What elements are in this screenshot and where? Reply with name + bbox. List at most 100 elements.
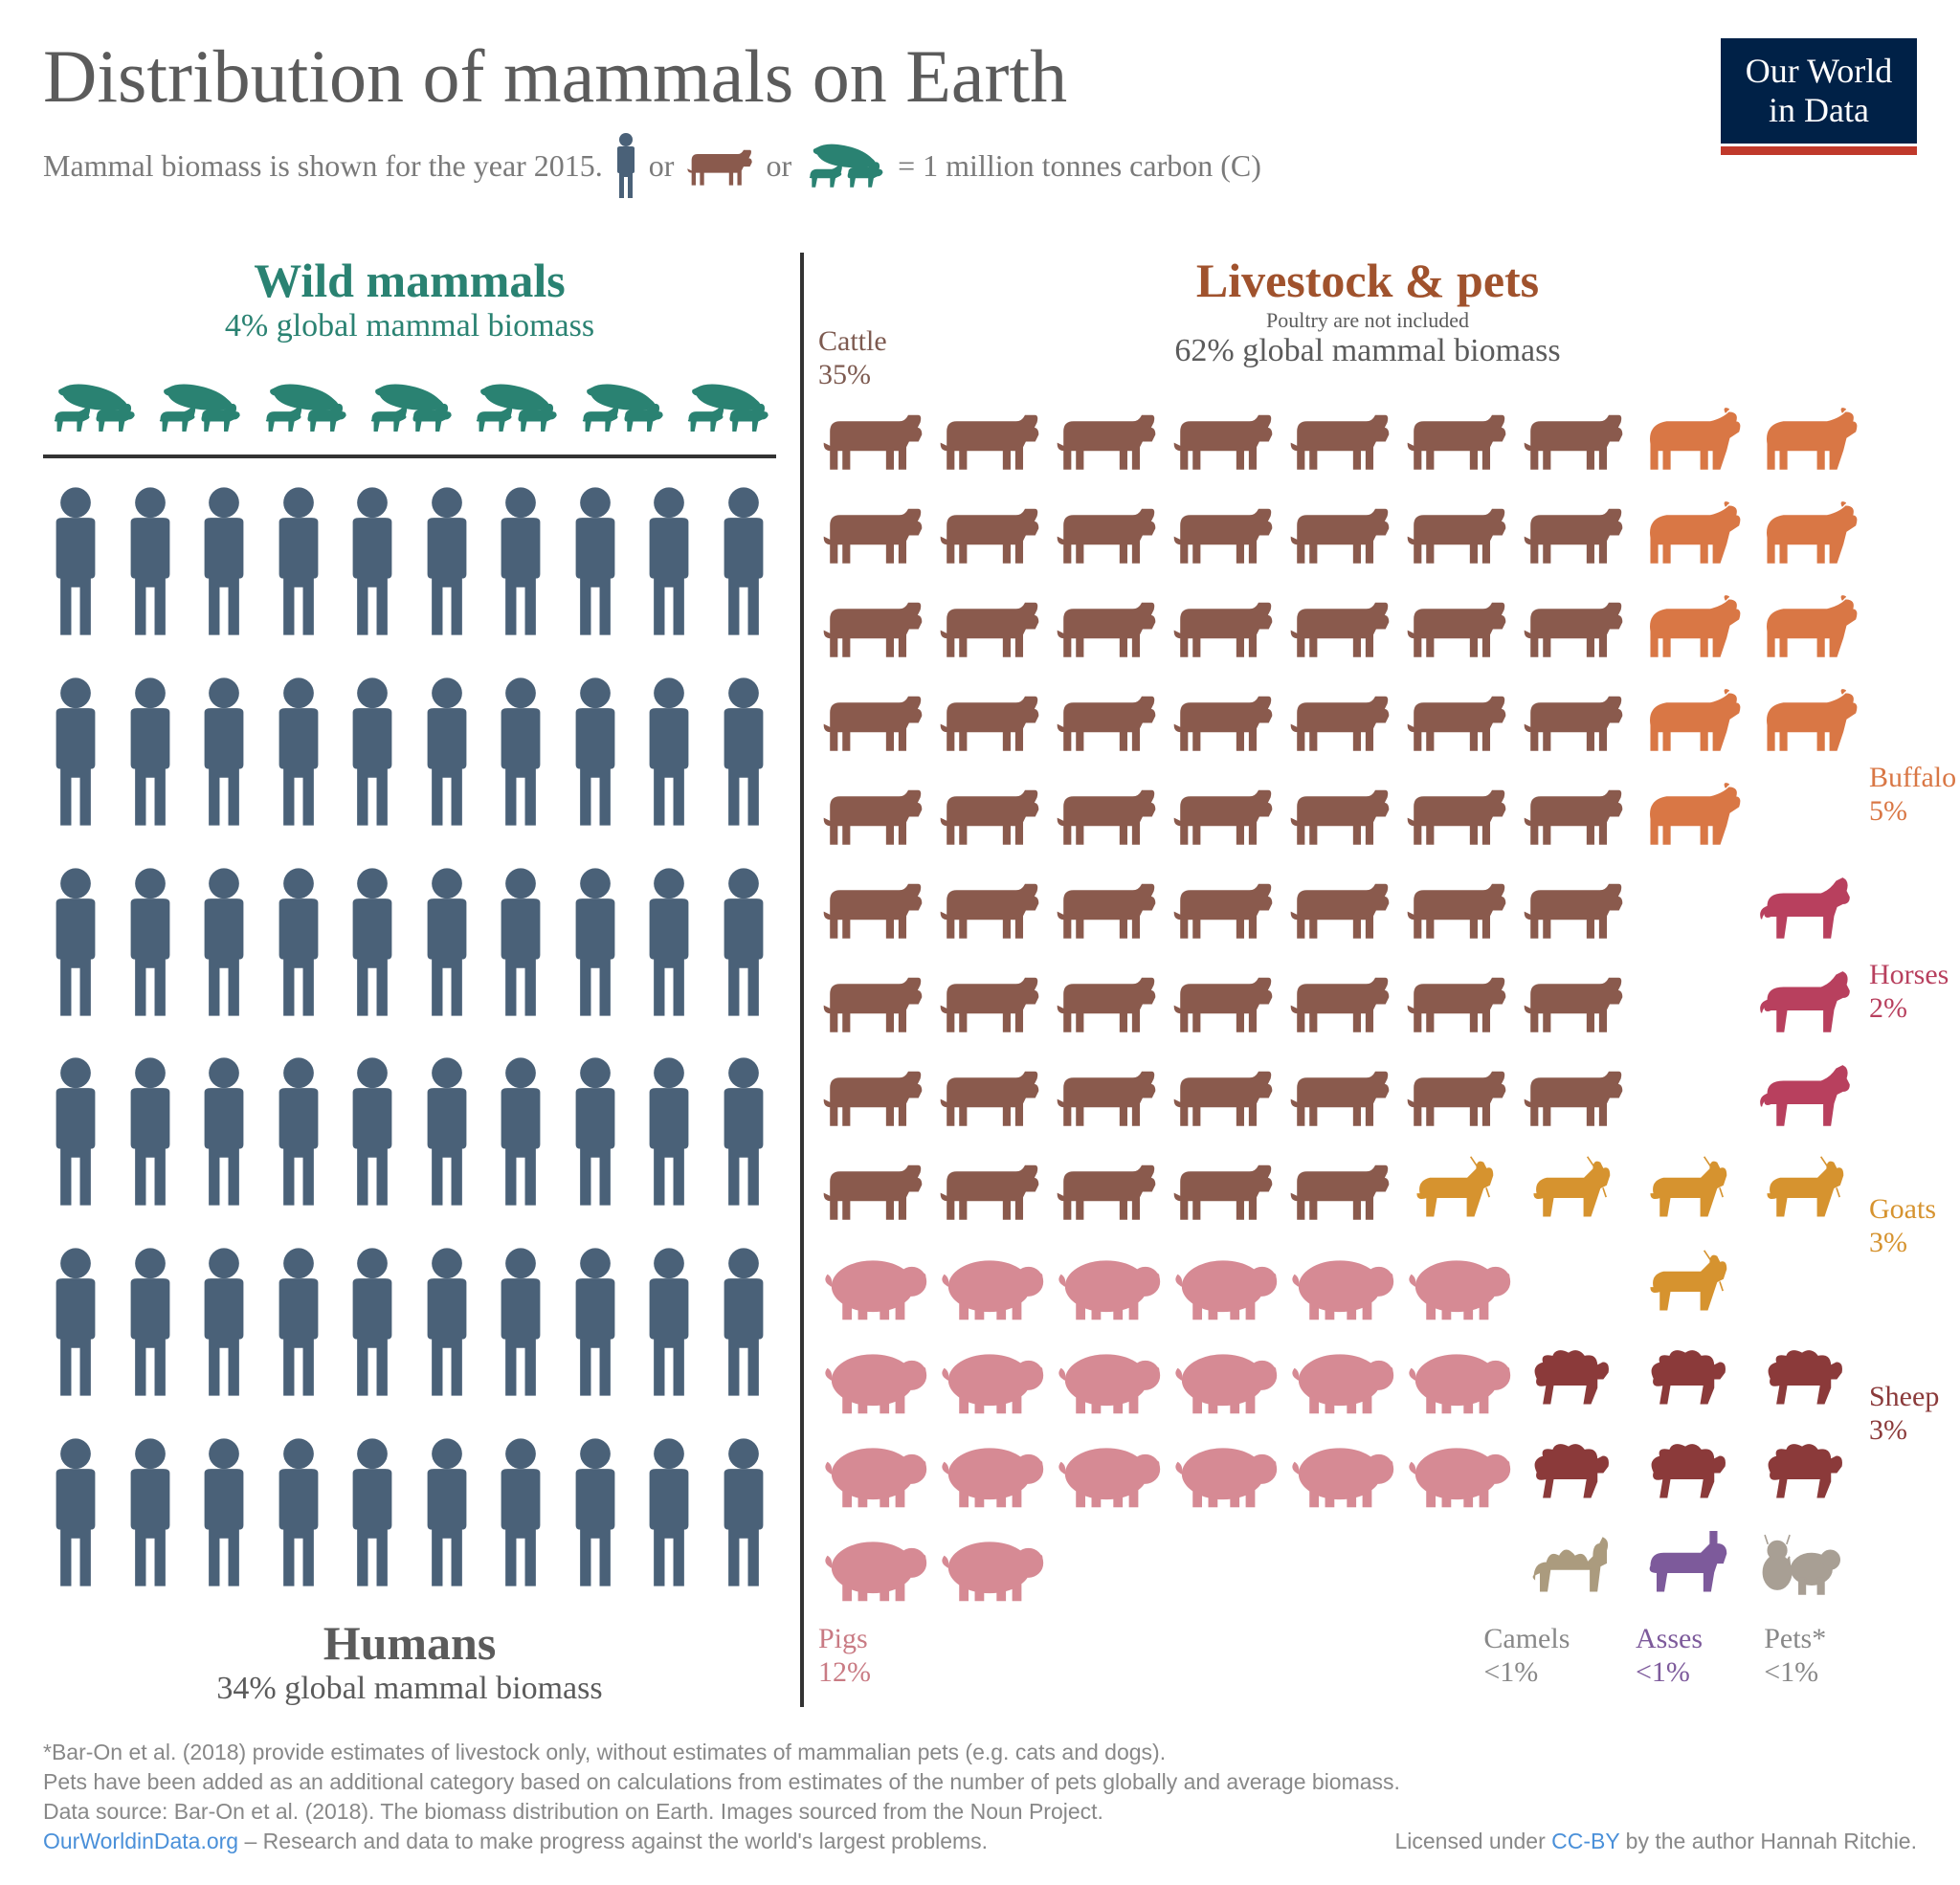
cattle-icon xyxy=(1402,1053,1511,1139)
wild-icons-row xyxy=(43,378,776,458)
human-icon xyxy=(414,673,479,831)
cattle-icon xyxy=(1285,865,1394,951)
human-icon xyxy=(266,673,331,831)
left-column: Wild mammals 4% global mammal biomass Hu… xyxy=(43,253,804,1707)
pig-icon xyxy=(1052,1240,1161,1326)
cattle-icon xyxy=(1285,1146,1394,1232)
wild-cluster-icon xyxy=(465,378,565,437)
pig-icon xyxy=(1285,1240,1394,1326)
human-icon xyxy=(414,482,479,640)
cattle-icon xyxy=(1169,584,1278,670)
cattle-icon xyxy=(935,1053,1044,1139)
cattle-icon xyxy=(935,584,1044,670)
cattle-icon xyxy=(1052,1146,1161,1232)
wild-cluster-icon xyxy=(148,378,248,437)
buffalo-icon xyxy=(1636,584,1745,670)
cattle-icon xyxy=(1285,1053,1394,1139)
cattle-icon xyxy=(935,959,1044,1045)
main-area: Wild mammals 4% global mammal biomass Hu… xyxy=(43,253,1917,1707)
pig-icon xyxy=(1169,1240,1278,1326)
cattle-icon xyxy=(1285,771,1394,857)
buffalo-icon xyxy=(1752,677,1861,764)
cattle-icon xyxy=(935,396,1044,482)
human-icon xyxy=(414,1243,479,1401)
human-icon xyxy=(191,1433,256,1591)
cattle-icon xyxy=(1519,490,1628,576)
license-note: Licensed under CC-BY by the author Hanna… xyxy=(1394,1827,1917,1856)
buffalo-icon xyxy=(1752,396,1861,482)
human-icon xyxy=(563,1243,628,1401)
human-row xyxy=(43,673,776,831)
license-link[interactable]: CC-BY xyxy=(1551,1829,1619,1853)
human-icon xyxy=(488,863,553,1021)
license-prefix: Licensed under xyxy=(1394,1829,1551,1853)
human-row xyxy=(43,1433,776,1591)
human-icon xyxy=(414,863,479,1021)
sheep-icon xyxy=(1752,1428,1861,1514)
cattle-icon xyxy=(818,584,927,670)
human-icon xyxy=(266,1243,331,1401)
human-icon xyxy=(340,1053,405,1210)
cattle-icon xyxy=(1052,865,1161,951)
human-icon xyxy=(191,1053,256,1210)
human-icon xyxy=(266,1053,331,1210)
cattle-icon xyxy=(818,959,927,1045)
pig-icon xyxy=(818,1428,927,1514)
cattle-icon xyxy=(1402,865,1511,951)
human-icon xyxy=(488,673,553,831)
buffalo-icon xyxy=(1636,771,1745,857)
sheep-icon xyxy=(1636,1428,1745,1514)
cattle-icon xyxy=(1402,490,1511,576)
cattle-label: Cattle35% xyxy=(818,325,887,391)
footnote-4-rest: – Research and data to make progress aga… xyxy=(238,1829,988,1853)
cattle-icon xyxy=(1402,959,1511,1045)
sheep-icon xyxy=(1752,1334,1861,1420)
livestock-title: Livestock & pets xyxy=(818,253,1917,308)
buffalo-icon xyxy=(1752,584,1861,670)
cow-legend-icon xyxy=(681,142,758,189)
wild-subtitle: 4% global mammal biomass xyxy=(43,308,776,344)
pigs-label: Pigs12% xyxy=(818,1623,871,1689)
pig-icon xyxy=(818,1240,927,1326)
human-icon xyxy=(488,1433,553,1591)
human-legend-icon xyxy=(611,131,641,200)
wild-title: Wild mammals xyxy=(43,253,776,308)
human-row xyxy=(43,482,776,640)
cattle-icon xyxy=(1519,677,1628,764)
human-icon xyxy=(43,673,108,831)
human-icon xyxy=(43,1053,108,1210)
humans-title: Humans xyxy=(43,1615,776,1671)
human-icon xyxy=(340,482,405,640)
pig-icon xyxy=(818,1521,927,1608)
human-icon xyxy=(711,673,776,831)
cattle-icon xyxy=(1519,1053,1628,1139)
wild-cluster-icon xyxy=(43,378,143,437)
cattle-icon xyxy=(1052,584,1161,670)
human-icon xyxy=(118,482,183,640)
human-icon xyxy=(636,482,702,640)
horse-icon xyxy=(1752,865,1861,951)
cattle-icon xyxy=(935,771,1044,857)
subtitle-or2: or xyxy=(766,148,791,184)
horse-icon xyxy=(1752,959,1861,1045)
pig-icon xyxy=(1169,1334,1278,1420)
human-icon xyxy=(118,1433,183,1591)
human-icon xyxy=(43,482,108,640)
human-icon xyxy=(43,1243,108,1401)
human-icon xyxy=(636,1053,702,1210)
human-icon xyxy=(636,673,702,831)
wild-cluster-icon xyxy=(360,378,459,437)
human-icon xyxy=(340,673,405,831)
pig-icon xyxy=(818,1334,927,1420)
cattle-icon xyxy=(1519,959,1628,1045)
cattle-icon xyxy=(818,396,927,482)
footnote-link[interactable]: OurWorldinData.org xyxy=(43,1829,238,1853)
subtitle-suffix: = 1 million tonnes carbon (C) xyxy=(898,148,1261,184)
human-icon xyxy=(711,1243,776,1401)
subtitle: Mammal biomass is shown for the year 201… xyxy=(43,131,1917,200)
cattle-icon xyxy=(818,865,927,951)
livestock-subtitle: 62% global mammal biomass xyxy=(818,333,1917,369)
cattle-icon xyxy=(1052,771,1161,857)
sheep-icon xyxy=(1636,1334,1745,1420)
human-icon xyxy=(488,482,553,640)
